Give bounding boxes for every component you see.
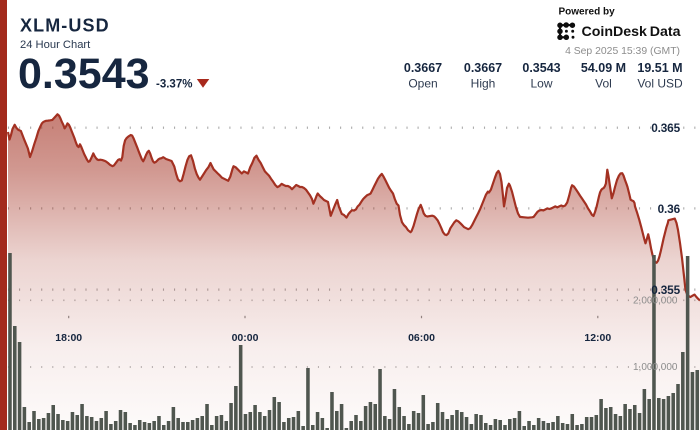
- svg-text:0.365: 0.365: [651, 121, 680, 135]
- svg-text:0.36: 0.36: [658, 202, 681, 216]
- svg-text:0.3543: 0.3543: [522, 61, 560, 75]
- svg-text:54.09 M: 54.09 M: [581, 61, 626, 75]
- svg-text:XLM-USD: XLM-USD: [20, 16, 110, 36]
- svg-text:1,000,000: 1,000,000: [633, 362, 678, 373]
- svg-text:06:00: 06:00: [408, 332, 435, 344]
- svg-text:00:00: 00:00: [232, 332, 259, 344]
- svg-text:2,000,000: 2,000,000: [633, 296, 678, 307]
- svg-text:High: High: [471, 77, 496, 91]
- svg-text:-3.37%: -3.37%: [156, 78, 192, 90]
- svg-text:Powered by: Powered by: [559, 7, 616, 18]
- svg-text:18:00: 18:00: [55, 332, 82, 344]
- svg-text:Vol USD: Vol USD: [637, 77, 683, 91]
- svg-text:4 Sep 2025 15:39 (GMT): 4 Sep 2025 15:39 (GMT): [565, 46, 680, 57]
- svg-text:CoinDesk Data: CoinDesk Data: [582, 24, 681, 40]
- svg-text:12:00: 12:00: [584, 332, 611, 344]
- svg-text:Vol: Vol: [595, 77, 612, 91]
- svg-text:0.3667: 0.3667: [464, 61, 502, 75]
- svg-text:0.3543: 0.3543: [18, 50, 150, 98]
- svg-text:19.51 M: 19.51 M: [637, 61, 682, 75]
- svg-text:Low: Low: [530, 77, 552, 91]
- svg-text:Open: Open: [408, 77, 437, 91]
- svg-text:0.3667: 0.3667: [404, 61, 442, 75]
